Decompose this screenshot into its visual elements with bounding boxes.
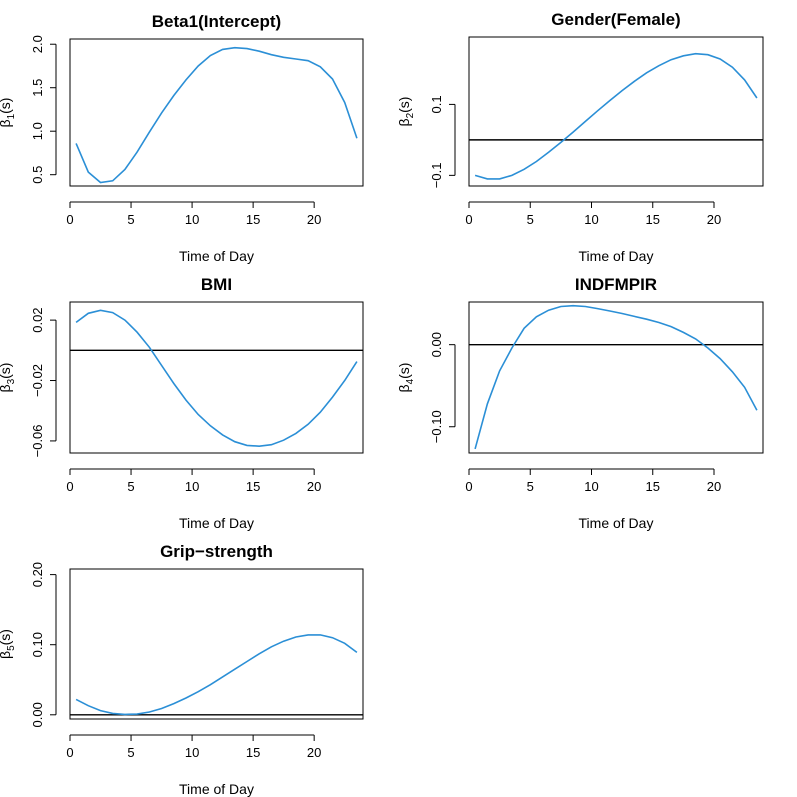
x-tick-label: 20 (307, 212, 321, 227)
panel-title: BMI (201, 275, 232, 294)
plot-frame (69, 301, 364, 454)
x-axis-label: Time of Day (579, 515, 654, 531)
x-tick-label: 5 (527, 479, 534, 494)
x-tick-label: 15 (246, 745, 260, 760)
plot-frame (69, 568, 364, 720)
x-tick-label: 5 (527, 212, 534, 227)
x-tick-label: 10 (185, 479, 199, 494)
x-tick-label: 20 (707, 479, 721, 494)
plot-frame (69, 38, 364, 187)
x-tick-label: 10 (584, 212, 598, 227)
x-tick-label: 15 (246, 479, 260, 494)
panel-title: Gender(Female) (551, 10, 680, 29)
y-tick-label: 0.1 (429, 95, 444, 113)
x-axis-label: Time of Day (579, 248, 654, 264)
x-tick-label: 10 (185, 745, 199, 760)
x-tick-label: 0 (66, 479, 73, 494)
x-tick-label: 15 (646, 479, 660, 494)
y-tick-label: 0.00 (429, 332, 444, 357)
x-tick-label: 15 (646, 212, 660, 227)
y-tick-label: −0.1 (429, 163, 444, 189)
y-axis-label: β4(s) (396, 363, 416, 393)
x-axis-label: Time of Day (179, 781, 254, 797)
plot-frame (468, 301, 764, 454)
y-axis-label: β2(s) (396, 97, 416, 127)
y-tick-label: 0.20 (30, 562, 45, 587)
x-tick-label: 0 (66, 212, 73, 227)
y-tick-label: 1.5 (30, 79, 45, 97)
x-tick-label: 10 (584, 479, 598, 494)
y-tick-label: 0.10 (30, 632, 45, 657)
y-tick-label: −0.02 (30, 364, 45, 397)
x-tick-label: 5 (127, 745, 134, 760)
x-tick-label: 15 (246, 212, 260, 227)
panel-3: BMI 0 5 10 15 20 Time of Day −0.06 −0.02 0.02 β3(s… (0, 275, 364, 531)
x-tick-label: 5 (127, 212, 134, 227)
x-axis-label: Time of Day (179, 248, 254, 264)
panel-title: Beta1(Intercept) (152, 12, 281, 31)
y-tick-label: 0.02 (30, 307, 45, 332)
x-tick-label: 20 (307, 745, 321, 760)
coefficient-curve (75, 46, 358, 184)
x-tick-label: 0 (66, 745, 73, 760)
panel-1: Beta1(Intercept) 0 5 10 15 20 Time of Day 0.5 1.… (0, 12, 364, 264)
x-axis-label: Time of Day (179, 515, 254, 531)
x-tick-label: 10 (185, 212, 199, 227)
y-axis-label: β1(s) (0, 98, 17, 128)
coefficient-curve (75, 309, 358, 448)
x-tick-label: 20 (307, 479, 321, 494)
coefficient-curve (474, 52, 758, 180)
x-tick-label: 5 (127, 479, 134, 494)
y-tick-label: 2.0 (30, 35, 45, 53)
x-tick-label: 0 (465, 479, 472, 494)
plot-frame (468, 36, 764, 187)
y-axis-label: β5(s) (0, 629, 17, 659)
y-tick-label: 1.0 (30, 122, 45, 140)
panel-5: Grip−strength 0 5 10 15 20 Time of Day 0.00 0.10… (0, 542, 364, 797)
x-tick-label: 0 (465, 212, 472, 227)
y-axis-label: β3(s) (0, 363, 17, 393)
y-tick-label: 0.00 (30, 702, 45, 727)
panel-title: Grip−strength (160, 542, 273, 561)
panel-2: Gender(Female) 0 5 10 15 20 Time of Day −0.1 0.1… (396, 10, 764, 264)
coefficient-curve (75, 634, 358, 716)
y-tick-label: 0.5 (30, 166, 45, 184)
panel-title: INDFMPIR (575, 275, 657, 294)
x-tick-label: 20 (707, 212, 721, 227)
coefficient-curve (474, 304, 758, 450)
y-tick-label: −0.06 (30, 424, 45, 457)
panel-4: INDFMPIR 0 5 10 15 20 Time of Day −0.10 0.00 β4(s… (396, 275, 764, 531)
y-tick-label: −0.10 (429, 410, 444, 443)
